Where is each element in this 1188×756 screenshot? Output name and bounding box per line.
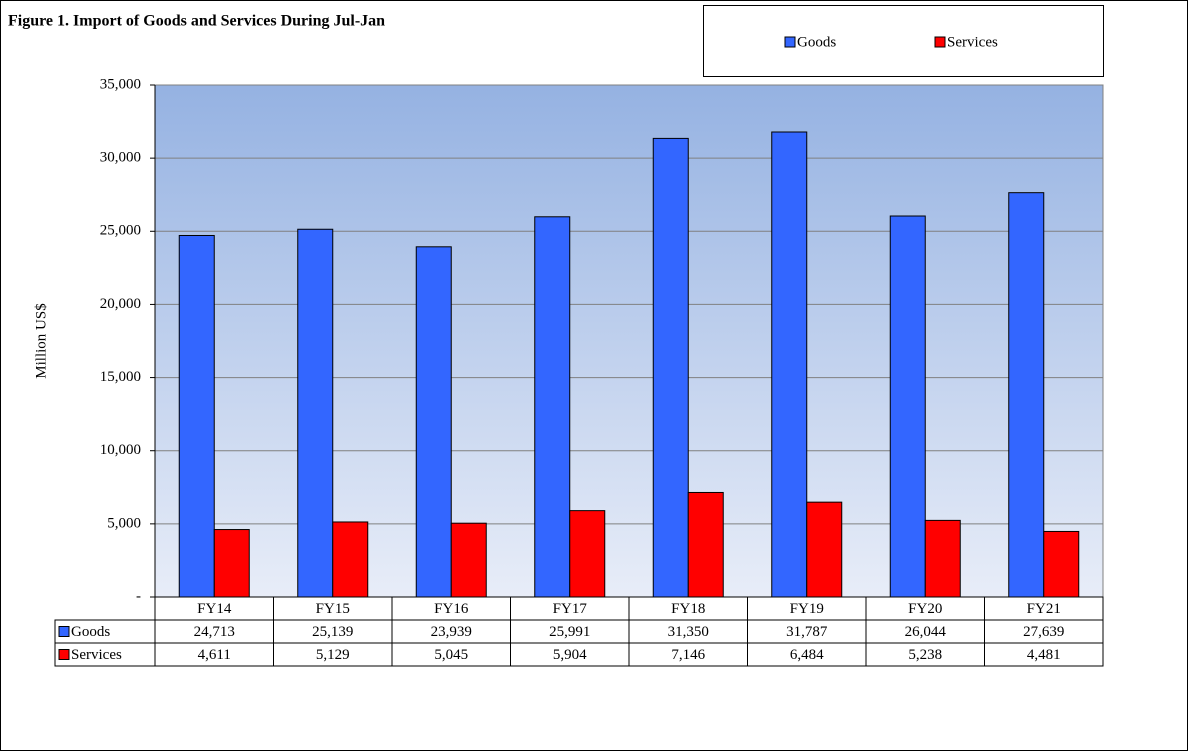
bar (687, 491, 724, 598)
legend-key (934, 36, 946, 48)
x-tick-label: FY15 (316, 601, 350, 617)
legend-key (784, 36, 796, 48)
bar (415, 246, 452, 598)
x-tick-label: FY21 (1027, 601, 1061, 617)
x-tick-label: FY18 (671, 601, 705, 617)
bar (771, 131, 808, 598)
bar (806, 501, 843, 598)
table-value: 31,787 (786, 624, 828, 640)
table-value: 27,639 (1023, 624, 1064, 640)
table-value: 24,713 (194, 624, 235, 640)
legend-label: Services (947, 34, 998, 50)
y-tick-label: 35,000 (100, 76, 141, 92)
bar (178, 234, 215, 598)
y-tick-label: 20,000 (100, 296, 141, 312)
chart-title: Figure 1. Import of Goods and Services D… (8, 13, 385, 30)
bar (569, 510, 606, 598)
y-tick-label: 30,000 (100, 150, 141, 166)
table-value: 6,484 (790, 647, 824, 663)
table-value: 23,939 (431, 624, 472, 640)
table-value: 25,991 (549, 624, 590, 640)
table-value: 5,238 (908, 647, 942, 663)
bar (889, 215, 926, 598)
y-tick-label: 10,000 (100, 442, 141, 458)
bar (534, 216, 571, 598)
plot-area (154, 84, 1104, 598)
legend-key (58, 649, 70, 660)
y-tick-label: 15,000 (100, 369, 141, 385)
y-tick-label: - (136, 588, 141, 604)
x-tick-label: FY20 (908, 601, 942, 617)
x-tick-label: FY14 (197, 601, 232, 617)
y-axis-label: Million US$ (33, 303, 49, 379)
legend-key (58, 626, 70, 637)
table-value: 26,044 (905, 624, 947, 640)
table-value: 25,139 (312, 624, 353, 640)
x-tick-label: FY16 (434, 601, 469, 617)
bar (1043, 530, 1080, 598)
bar (332, 521, 369, 598)
table-value: 7,146 (671, 647, 705, 663)
table-value: 5,045 (434, 647, 468, 663)
table-series-label: Services (71, 647, 122, 663)
table-value: 5,904 (553, 647, 587, 663)
x-tick-label: FY19 (790, 601, 824, 617)
x-tick-label: FY17 (553, 601, 588, 617)
legend-label: Goods (797, 34, 836, 50)
bar (213, 529, 250, 598)
bar (924, 519, 961, 598)
table-value: 5,129 (316, 647, 350, 663)
table-value: 31,350 (668, 624, 709, 640)
y-tick-label: 25,000 (100, 223, 141, 239)
y-tick-label: 5,000 (107, 515, 141, 531)
table-value: 4,611 (198, 647, 231, 663)
table-value: 4,481 (1027, 647, 1061, 663)
bar (652, 137, 689, 598)
bar (297, 228, 334, 598)
bar (450, 522, 487, 598)
legend (703, 5, 1104, 77)
table-series-label: Goods (71, 624, 110, 640)
bar (1008, 192, 1045, 598)
